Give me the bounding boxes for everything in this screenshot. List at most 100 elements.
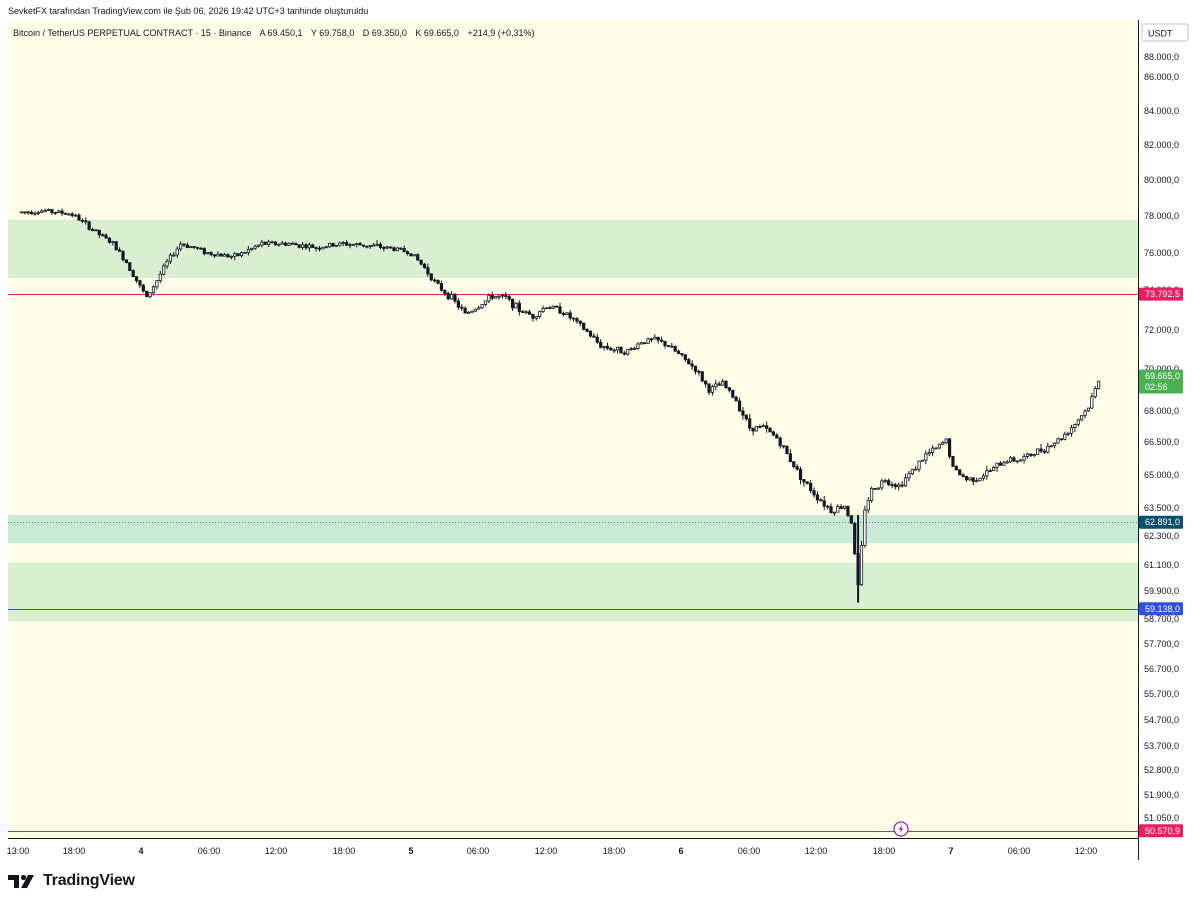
candle-268 bbox=[927, 448, 931, 457]
candle-195 bbox=[680, 353, 684, 358]
currency-box[interactable] bbox=[1141, 23, 1189, 42]
candle-body bbox=[57, 210, 61, 213]
candle-body bbox=[368, 244, 372, 247]
candle-body bbox=[473, 308, 477, 312]
candle-287 bbox=[992, 465, 996, 472]
candle-body bbox=[50, 209, 54, 213]
candle-body bbox=[717, 383, 721, 386]
candle-body bbox=[304, 244, 308, 249]
candle-body bbox=[707, 383, 711, 393]
candle-body bbox=[744, 414, 748, 420]
candle-84 bbox=[304, 242, 308, 250]
chart-background[interactable] bbox=[8, 20, 1138, 838]
candle-205 bbox=[714, 380, 718, 391]
candle-278 bbox=[961, 472, 965, 478]
candle-body bbox=[236, 253, 240, 257]
price-chart[interactable]: USDT 88.000,0 86.000,0 84.000,0 82.000,0 80.… bbox=[0, 20, 1200, 860]
candle-body bbox=[212, 254, 217, 257]
time-tick-4: 12:00 bbox=[265, 846, 288, 856]
candle-286 bbox=[988, 468, 992, 473]
candle-184 bbox=[643, 342, 647, 345]
candle-body bbox=[321, 246, 325, 250]
candle-body bbox=[317, 247, 322, 250]
candle-150 bbox=[527, 309, 532, 315]
candle-256 bbox=[886, 478, 891, 487]
candle-59 bbox=[219, 253, 223, 257]
candle-body bbox=[649, 338, 654, 341]
candle-body bbox=[795, 466, 799, 470]
candle-169 bbox=[592, 333, 596, 338]
price-marker-red-2-text: 50.570,9 bbox=[1145, 826, 1180, 836]
lightning-icon[interactable] bbox=[893, 821, 909, 837]
candle-body bbox=[998, 462, 1002, 466]
candle-body bbox=[1025, 453, 1030, 457]
price-tick-24: 51.900,0 bbox=[1144, 790, 1179, 800]
candle-body bbox=[351, 244, 355, 246]
candle-body bbox=[1046, 445, 1050, 453]
candle-body bbox=[568, 312, 572, 319]
candle-body bbox=[592, 335, 596, 338]
candle-body bbox=[1056, 438, 1060, 444]
candle-259 bbox=[897, 482, 901, 491]
candle-146 bbox=[514, 301, 518, 309]
candle-body bbox=[361, 244, 366, 247]
candle-body bbox=[158, 273, 162, 282]
candle-132 bbox=[466, 311, 471, 314]
candle-body bbox=[944, 438, 948, 444]
chart-area[interactable]: USDT 88.000,0 86.000,0 84.000,0 82.000,0 80.… bbox=[0, 20, 1200, 860]
candle-234 bbox=[812, 487, 816, 498]
candle-body bbox=[287, 243, 291, 246]
candle-body bbox=[1069, 427, 1074, 434]
legend-open-label: A bbox=[259, 28, 265, 38]
candle-body bbox=[463, 307, 467, 314]
candle-body bbox=[223, 254, 227, 257]
price-marker-blue-box bbox=[1139, 602, 1183, 616]
candle-body bbox=[67, 213, 71, 216]
price-marker-teal-box bbox=[1139, 515, 1183, 529]
price-tick-0: 88.000,0 bbox=[1144, 52, 1179, 62]
price-tick-16: 59.900,0 bbox=[1144, 586, 1179, 596]
candle-57 bbox=[212, 254, 217, 258]
candle-body bbox=[758, 426, 762, 428]
price-tick-4: 80.000,0 bbox=[1144, 175, 1179, 185]
candle-202 bbox=[704, 380, 708, 388]
candle-body bbox=[660, 339, 664, 342]
candle-170 bbox=[595, 333, 599, 345]
candle-body bbox=[73, 214, 78, 217]
candle-35 bbox=[138, 279, 142, 288]
candle-body bbox=[1059, 438, 1063, 441]
candle-290 bbox=[1002, 460, 1006, 466]
candle-141 bbox=[497, 295, 501, 300]
candle-body bbox=[1042, 450, 1047, 453]
candle-167 bbox=[585, 328, 589, 333]
candle-23 bbox=[97, 229, 101, 239]
candle-47 bbox=[178, 241, 183, 252]
candle-body bbox=[162, 265, 166, 275]
price-marker-current-box bbox=[1139, 369, 1183, 394]
candle-body bbox=[256, 244, 261, 247]
candle-216 bbox=[751, 427, 755, 436]
candle-58 bbox=[216, 251, 220, 257]
candle-235 bbox=[815, 491, 820, 504]
candle-283 bbox=[978, 477, 982, 482]
candle-77 bbox=[280, 240, 284, 245]
svg-text:Bitcoin / TetherUS PERPETUAL C: Bitcoin / TetherUS PERPETUAL CONTRACT · … bbox=[13, 28, 535, 38]
candle-243 bbox=[842, 505, 847, 510]
candle-126 bbox=[446, 291, 450, 301]
tradingview-logo[interactable]: TradingView bbox=[8, 872, 135, 890]
candle-body bbox=[819, 499, 823, 502]
candle-252 bbox=[873, 488, 877, 490]
candle-309 bbox=[1066, 431, 1070, 437]
candle-body bbox=[781, 445, 786, 448]
candle-body bbox=[1008, 457, 1013, 463]
price-marker-current-countdown: 02:56 bbox=[1145, 382, 1168, 392]
candle-body bbox=[1019, 459, 1023, 462]
candle-282 bbox=[975, 477, 979, 483]
candle-body bbox=[683, 354, 687, 360]
candle-222 bbox=[771, 430, 776, 437]
candle-266 bbox=[920, 459, 925, 462]
price-axis[interactable] bbox=[1138, 20, 1200, 860]
candle-194 bbox=[676, 349, 681, 355]
candle-body bbox=[263, 241, 267, 245]
candle-16 bbox=[73, 213, 78, 217]
